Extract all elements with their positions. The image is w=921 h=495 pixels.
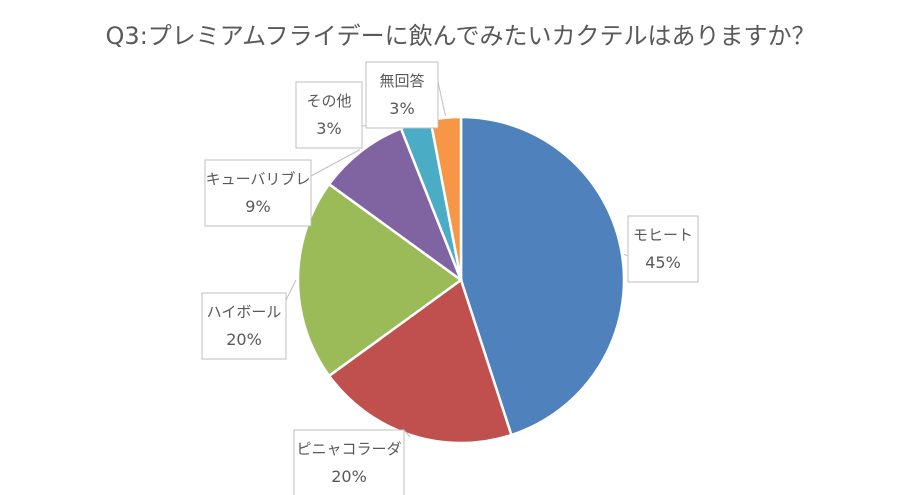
pie-slice-2 [327, 277, 513, 445]
data-callout-3: ハイボール 20% [201, 292, 287, 360]
category-label: キューバリブレ [206, 170, 311, 188]
pie-slices [296, 115, 626, 445]
leader-line-6 [437, 81, 446, 116]
category-label: 無回答 [379, 72, 424, 90]
data-callout-5: その他 3% [295, 81, 363, 149]
value-label: 3% [389, 99, 414, 118]
callout-box [295, 81, 363, 149]
value-label: 3% [316, 119, 341, 138]
category-label: ピニャコラーダ [296, 440, 401, 458]
data-callout-6: 無回答 3% [365, 61, 439, 129]
callout-box [627, 215, 699, 283]
callout-box [201, 292, 287, 360]
value-label: 9% [245, 197, 270, 216]
callout-box [204, 159, 312, 227]
leader-line-2 [403, 429, 411, 438]
data-callout-1: モヒート 45% [627, 215, 699, 283]
leader-line-4 [310, 149, 361, 177]
value-label: 20% [226, 330, 262, 349]
leader-line-1 [623, 253, 629, 257]
category-label: ハイボール [207, 303, 282, 321]
category-label: その他 [306, 92, 351, 110]
pie-slice-3 [296, 182, 464, 378]
data-callouts: モヒート45%ピニャコラーダ20%ハイボール20%キューバリブレ9%その他3%無… [201, 61, 699, 495]
leader-line-3 [285, 279, 297, 301]
category-label: モヒート [633, 226, 693, 244]
chart-title: Q3:プレミアムフライデーに飲んでみたいカクテルはありますか？ [105, 22, 816, 50]
pie-slice-4 [327, 126, 464, 284]
value-label: 45% [645, 253, 681, 272]
callout-box [365, 61, 439, 129]
data-callout-4: キューバリブレ 9% [204, 159, 312, 227]
data-callout-2: ピニャコラーダ 20% [293, 429, 405, 495]
value-label: 20% [331, 467, 367, 486]
callout-box [293, 429, 405, 495]
pie-slice-1 [459, 115, 626, 437]
